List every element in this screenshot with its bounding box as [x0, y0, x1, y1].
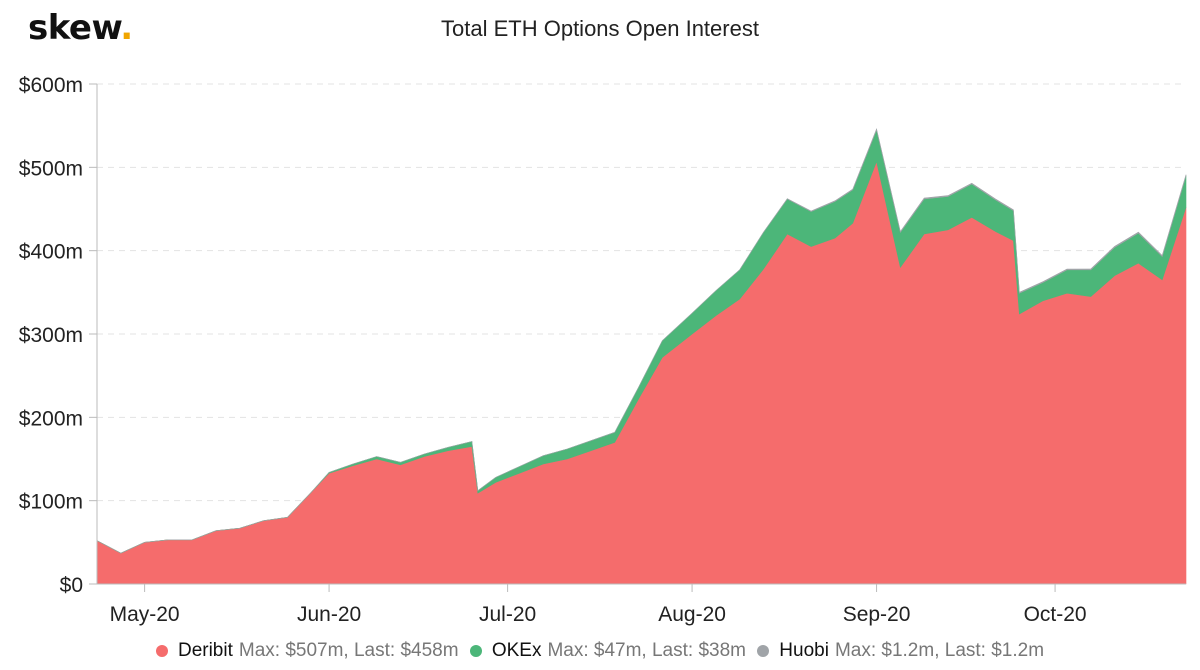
legend-stats: Max: $507m, Last: $458m — [238, 640, 459, 661]
legend-stats: Max: $47m, Last: $38m — [547, 640, 746, 661]
chart-title: Total ETH Options Open Interest — [441, 16, 759, 41]
okex-dot-icon — [469, 644, 482, 657]
x-tick-label: Sep-20 — [843, 603, 911, 626]
y-tick-label: $400m — [19, 241, 83, 264]
legend-name: Huobi — [779, 640, 829, 661]
x-tick-label: Jul-20 — [479, 603, 536, 626]
legend-stats: Max: $1.2m, Last: $1.2m — [834, 640, 1045, 661]
x-tick-label: Jun-20 — [297, 603, 361, 626]
legend-item-huobi[interactable]: Huobi Max: $1.2m, Last: $1.2m — [757, 640, 1044, 662]
axes: $0 $100m $200m $300m $400m $500m $600m May-20 Ju… — [19, 74, 1186, 626]
x-tick-label: Aug-20 — [658, 603, 726, 626]
legend-name: Deribit — [177, 640, 233, 661]
y-tick-label: $0 — [60, 574, 83, 597]
y-tick-label: $300m — [19, 324, 83, 347]
area-series — [96, 127, 1187, 585]
logo-text: skew — [28, 8, 121, 48]
legend-item-okex[interactable]: OKEx Max: $47m, Last: $38m — [469, 640, 746, 662]
legend-item-deribit[interactable]: Deribit Max: $507m, Last: $458m — [155, 640, 459, 662]
legend-name: OKEx — [491, 640, 542, 661]
huobi-dot-icon — [757, 644, 770, 657]
x-tick-label: Oct-20 — [1024, 603, 1087, 626]
deribit-dot-icon — [155, 644, 168, 657]
y-tick-label: $100m — [19, 491, 83, 514]
y-tick-label: $600m — [19, 74, 83, 97]
x-tick-label: May-20 — [110, 603, 180, 626]
logo-dot: . — [120, 8, 133, 48]
y-tick-label: $500m — [19, 157, 83, 180]
series-area-deribit — [96, 160, 1187, 585]
skew-logo: skew. — [28, 8, 133, 48]
chart-legend: Deribit Max: $507m, Last: $458m OKEx Max: … — [0, 640, 1200, 662]
y-tick-label: $200m — [19, 407, 83, 430]
series-area-huobi — [96, 127, 1187, 554]
